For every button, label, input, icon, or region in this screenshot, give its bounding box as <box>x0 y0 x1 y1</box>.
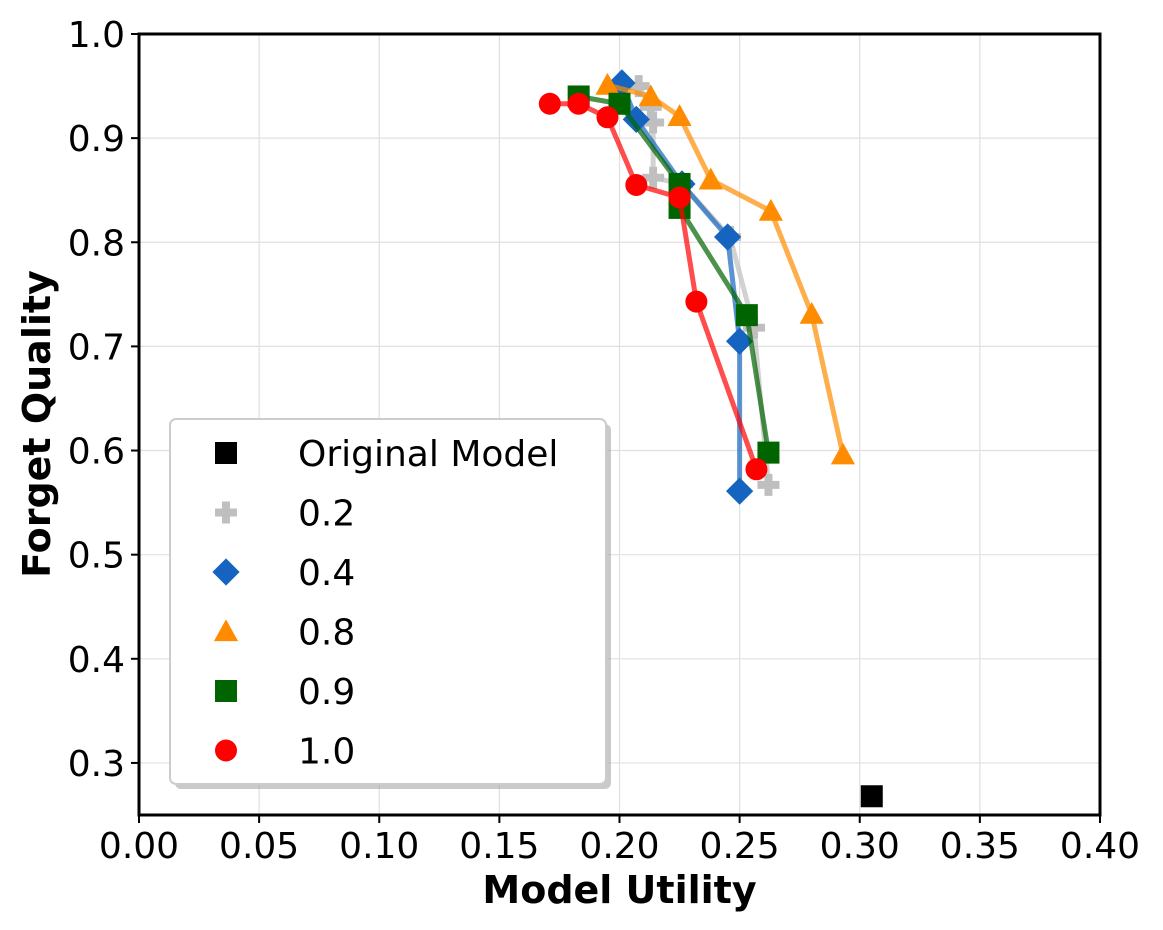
legend: Original Model 0.2 0.4 0.8 0.9 1.0 <box>169 418 611 789</box>
data-point-1-0 <box>745 458 768 481</box>
data-point-1-0 <box>625 173 648 196</box>
legend-label-0-4: 0.4 <box>298 553 355 594</box>
y-tick-label: 1.0 <box>68 15 125 56</box>
data-point-1-0 <box>685 290 708 313</box>
data-point-original-model <box>860 785 883 808</box>
data-point-0-4 <box>725 477 754 505</box>
data-point-0-2 <box>642 111 665 134</box>
data-point-0-8 <box>698 167 723 190</box>
x-tick-label: 0.40 <box>1060 826 1140 867</box>
series-original-model <box>860 785 883 808</box>
data-point-0-2 <box>639 95 662 118</box>
y-axis-ticks: 0.3 0.4 0.5 0.6 0.7 0.8 0.9 1.0 <box>68 15 139 785</box>
legend-label-original-model: Original Model <box>298 434 558 475</box>
x-tick-label: 0.15 <box>459 826 539 867</box>
data-point-0-8 <box>830 442 856 465</box>
y-tick-label: 0.7 <box>68 327 125 368</box>
legend-box <box>169 418 607 785</box>
x-tick-label: 0.05 <box>219 826 299 867</box>
legend-label-0-9: 0.9 <box>298 672 355 713</box>
x-tick-label: 0.00 <box>99 826 179 867</box>
legend-marker-0-8 <box>213 619 239 642</box>
legend-marker-0-9 <box>215 680 237 702</box>
data-point-0-8 <box>667 104 692 126</box>
data-point-0-2 <box>743 316 766 339</box>
data-point-1-0 <box>567 92 590 115</box>
data-point-0-4 <box>725 327 754 355</box>
legend-marker-0-2 <box>215 501 237 524</box>
x-tick-label: 0.25 <box>700 826 780 867</box>
legend-marker-0-4 <box>212 558 240 586</box>
x-tick-label: 0.30 <box>820 826 900 867</box>
series-layer <box>538 69 883 808</box>
legend-items: Original Model 0.2 0.4 0.8 0.9 1.0 <box>212 434 558 773</box>
x-axis-title: Model Utility <box>482 868 756 912</box>
x-tick-label: 0.10 <box>339 826 419 867</box>
data-point-0-2 <box>627 75 650 98</box>
legend-label-1-0: 1.0 <box>298 732 355 773</box>
legend-marker-original-model <box>215 442 237 464</box>
data-point-1-0 <box>668 186 691 209</box>
data-point-0-4 <box>713 223 742 251</box>
y-tick-label: 0.4 <box>68 640 125 681</box>
series-0-8 <box>595 72 856 465</box>
data-point-0-8 <box>595 72 620 95</box>
data-point-0-8 <box>638 84 663 107</box>
y-axis-title: Forget Quality <box>15 270 59 578</box>
y-tick-label: 0.9 <box>68 119 125 160</box>
data-point-0-2 <box>757 473 780 496</box>
legend-label-0-8: 0.8 <box>298 613 355 654</box>
data-point-0-8 <box>799 302 824 324</box>
legend-label-0-2: 0.2 <box>298 494 355 535</box>
data-point-0-2 <box>642 166 665 189</box>
y-tick-label: 0.6 <box>68 432 125 473</box>
y-tick-label: 0.5 <box>68 536 125 577</box>
x-axis-ticks: 0.00 0.05 0.10 0.15 0.20 0.25 0.30 0.35 0.40 <box>99 815 1140 867</box>
data-point-0-9 <box>757 441 780 464</box>
data-point-1-0 <box>538 92 561 115</box>
data-point-1-0 <box>596 106 619 129</box>
y-tick-label: 0.3 <box>68 744 125 785</box>
series-1-0 <box>538 92 768 481</box>
data-point-0-9 <box>735 304 758 327</box>
x-tick-label: 0.20 <box>579 826 659 867</box>
legend-marker-1-0 <box>215 739 237 762</box>
data-point-0-8 <box>758 198 783 221</box>
y-tick-label: 0.8 <box>68 223 125 264</box>
x-tick-label: 0.35 <box>940 826 1020 867</box>
